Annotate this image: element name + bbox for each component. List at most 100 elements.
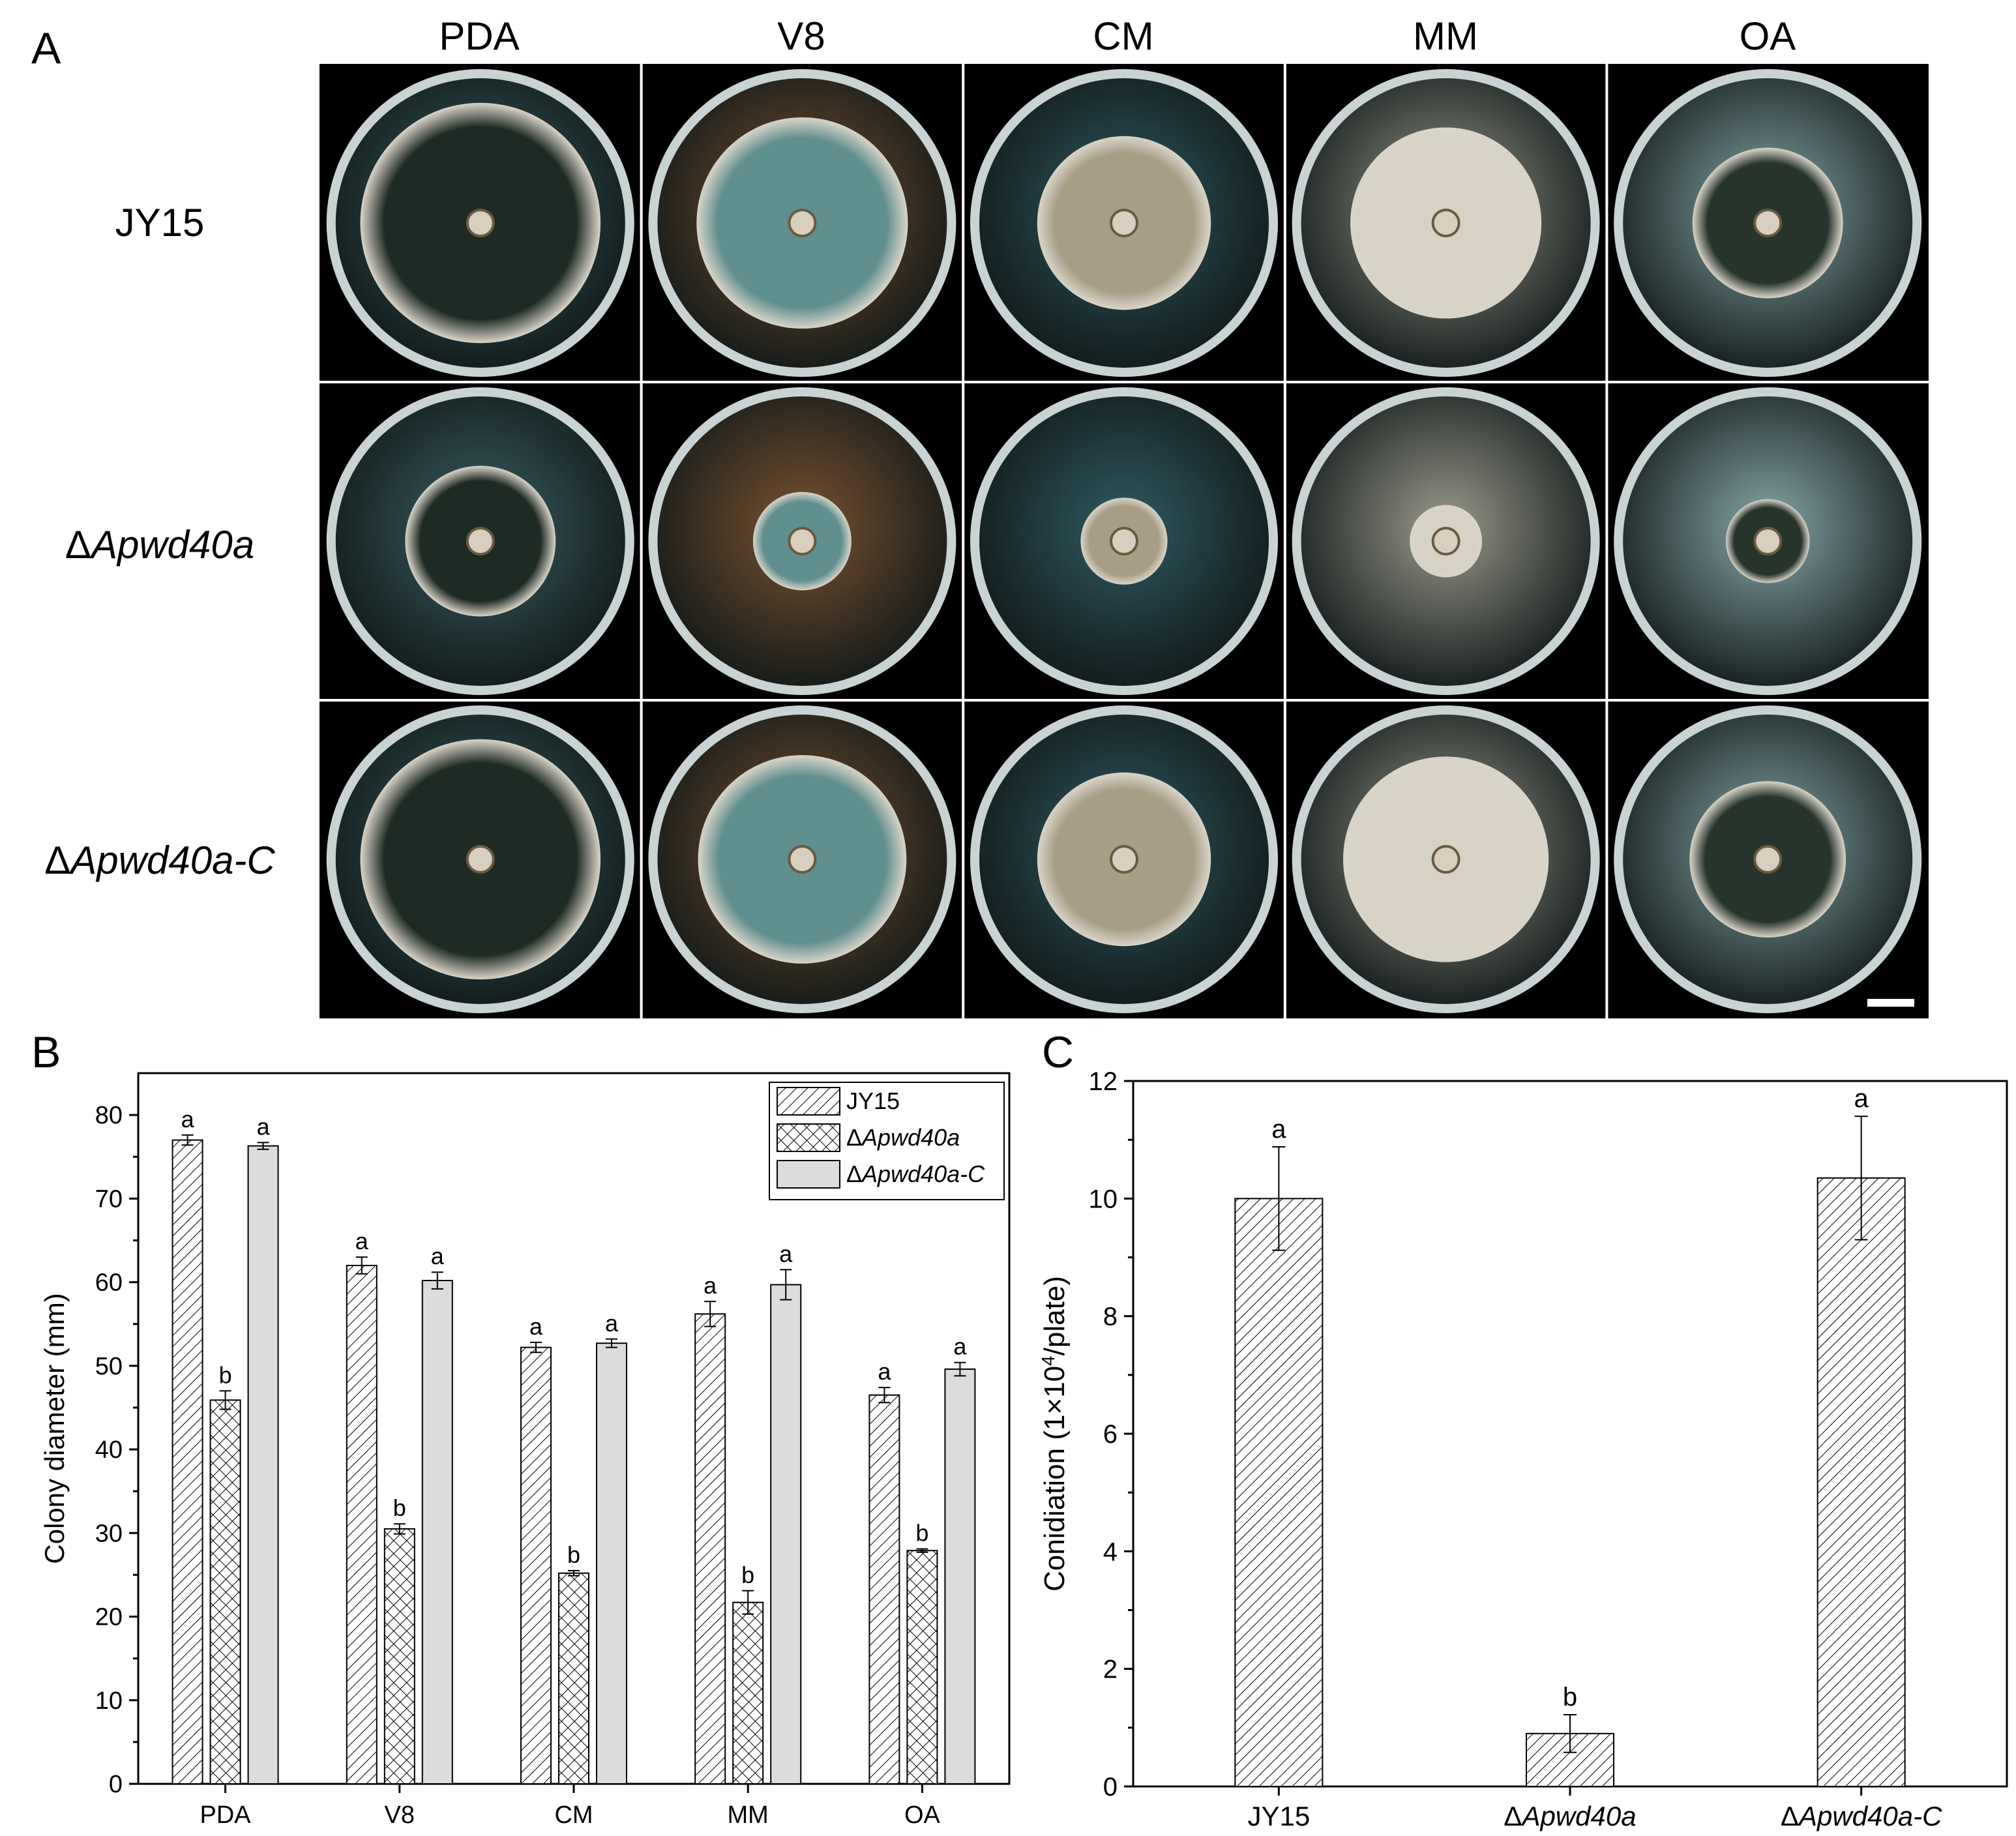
conidiation-chart: 0 2 4 6 8 10 12 Conidiation (1×104/plate) JY15 a Δ… bbox=[1038, 1067, 2008, 1831]
strain-prefix: Δ bbox=[65, 523, 91, 567]
category-name: Apwd40a bbox=[1520, 1801, 1636, 1831]
legend-label: ΔApwd40a-C bbox=[846, 1161, 985, 1187]
petri-dish-v8-apwd40a-c bbox=[648, 705, 956, 1013]
bar-apwd40a-c-mm bbox=[770, 1284, 802, 1784]
inoculum-plug bbox=[788, 209, 817, 237]
y-tick-label: 40 bbox=[95, 1436, 123, 1464]
strain-label-jy15: JY15 bbox=[0, 203, 319, 243]
x-tick-label: JY15 bbox=[1247, 1801, 1310, 1831]
scale-bar bbox=[1867, 999, 1914, 1007]
y-tick-label: 60 bbox=[95, 1269, 123, 1297]
petri-dish-pda-apwd40a-c bbox=[326, 705, 634, 1013]
category-name: Apwd40a-C bbox=[1797, 1801, 1942, 1831]
x-tick-label: OA bbox=[904, 1801, 941, 1829]
x-tick-label: ΔApwd40a bbox=[1504, 1801, 1636, 1831]
bar-jy15 bbox=[1234, 1198, 1324, 1788]
inoculum-plug bbox=[788, 845, 817, 874]
x-tick-label: V8 bbox=[385, 1801, 415, 1829]
bar-jy15-oa bbox=[868, 1394, 900, 1784]
petri-dish-oa-jy15 bbox=[1614, 69, 1922, 377]
medium-header-cm: CM bbox=[1093, 14, 1154, 58]
inoculum-plug bbox=[1431, 527, 1460, 555]
y-tick-label: 12 bbox=[1089, 1067, 1118, 1096]
strain-label-apwd40a-c: ΔApwd40a-C bbox=[0, 841, 319, 880]
bar-apwd40a-c-v8 bbox=[421, 1280, 453, 1784]
significance-letter: b bbox=[1563, 1683, 1577, 1711]
petri-dish-cm-jy15 bbox=[970, 69, 1278, 377]
y-tick-label: 10 bbox=[1089, 1185, 1118, 1213]
legend-name: Apwd40a bbox=[861, 1124, 960, 1151]
significance-letter: a bbox=[1854, 1084, 1869, 1113]
y-axis-label: Conidiation (1×104/plate) bbox=[1038, 1276, 1071, 1592]
inoculum-plug bbox=[1753, 209, 1783, 237]
bar-apwd40a-c-pda bbox=[247, 1145, 279, 1785]
inoculum-plug bbox=[1753, 527, 1783, 555]
significance-letter: a bbox=[1271, 1115, 1286, 1144]
bar-jy15-v8 bbox=[346, 1264, 378, 1784]
y-label-text: /plate) bbox=[1039, 1276, 1071, 1355]
significance-letter: a bbox=[878, 1358, 891, 1385]
petri-dish-pda-jy15 bbox=[326, 69, 634, 377]
significance-letter: b bbox=[915, 1520, 928, 1547]
category-name: JY15 bbox=[1247, 1801, 1310, 1831]
y-tick-label: 30 bbox=[95, 1520, 123, 1547]
bar-apwd40a-v8 bbox=[383, 1528, 415, 1784]
legend-swatch bbox=[777, 1087, 840, 1116]
y-axis-label: Colony diameter (mm) bbox=[39, 1293, 70, 1563]
bar-apwd40a-c-oa bbox=[944, 1368, 976, 1784]
inoculum-plug bbox=[1753, 845, 1783, 874]
petri-dish-oa-apwd40a-c bbox=[1614, 705, 1922, 1013]
panel-label-c: C bbox=[1042, 1028, 1075, 1077]
inoculum-plug bbox=[1110, 845, 1138, 874]
significance-letter: a bbox=[431, 1243, 445, 1269]
y-tick-label: 0 bbox=[1103, 1773, 1118, 1801]
medium-header-v8: V8 bbox=[777, 14, 825, 58]
y-tick-label: 6 bbox=[1103, 1420, 1118, 1449]
legend-prefix: Δ bbox=[846, 1124, 862, 1151]
medium-header-oa: OA bbox=[1739, 14, 1796, 58]
medium-header-pda: PDA bbox=[439, 14, 520, 58]
bar-apwd40a-pda bbox=[209, 1399, 241, 1784]
significance-letter: a bbox=[355, 1228, 369, 1254]
petri-dish-pda-apwd40a bbox=[326, 387, 634, 695]
y-label-superscript: 4 bbox=[1038, 1355, 1058, 1366]
legend-name: JY15 bbox=[846, 1088, 900, 1114]
y-tick-label: 8 bbox=[1103, 1303, 1118, 1331]
bar-apwd40a-c bbox=[1816, 1177, 1906, 1787]
significance-letter: b bbox=[741, 1562, 754, 1588]
bar-apwd40a-oa bbox=[906, 1550, 938, 1784]
x-tick-label: PDA bbox=[200, 1801, 252, 1829]
inoculum-plug bbox=[1431, 845, 1460, 874]
significance-letter: a bbox=[953, 1333, 967, 1360]
legend-swatch bbox=[777, 1160, 840, 1189]
legend-label: JY15 bbox=[846, 1088, 900, 1114]
petri-dish-cm-apwd40a-c bbox=[970, 705, 1278, 1013]
y-tick-label: 4 bbox=[1103, 1537, 1118, 1566]
inoculum-plug bbox=[466, 527, 495, 555]
y-tick-label: 50 bbox=[95, 1353, 123, 1380]
legend-swatch bbox=[777, 1123, 840, 1152]
petri-dish-mm-apwd40a bbox=[1292, 387, 1600, 695]
category-prefix: Δ bbox=[1504, 1801, 1522, 1831]
category-prefix: Δ bbox=[1781, 1801, 1799, 1831]
y-tick-label: 2 bbox=[1103, 1655, 1118, 1684]
y-tick-label: 70 bbox=[95, 1185, 123, 1213]
significance-letter: a bbox=[181, 1106, 195, 1133]
y-tick-label: 0 bbox=[109, 1771, 123, 1798]
panel-label-b: B bbox=[31, 1028, 61, 1077]
y-tick-label: 20 bbox=[95, 1604, 123, 1631]
significance-letter: a bbox=[257, 1113, 271, 1140]
panel-label-a: A bbox=[31, 23, 61, 73]
bar-jy15-pda bbox=[171, 1139, 203, 1784]
significance-letter: a bbox=[605, 1310, 619, 1337]
significance-letter: a bbox=[779, 1240, 793, 1267]
strain-prefix: Δ bbox=[44, 838, 71, 882]
bar-apwd40a-cm bbox=[558, 1572, 589, 1784]
bar-apwd40a-mm bbox=[732, 1601, 764, 1785]
y-tick-label: 80 bbox=[95, 1102, 123, 1129]
strain-name: JY15 bbox=[115, 201, 205, 244]
inoculum-plug bbox=[1431, 209, 1460, 237]
inoculum-plug bbox=[788, 527, 817, 555]
petri-dish-photo-grid bbox=[319, 64, 1929, 1018]
x-tick-label: ΔApwd40a-C bbox=[1781, 1801, 1942, 1831]
